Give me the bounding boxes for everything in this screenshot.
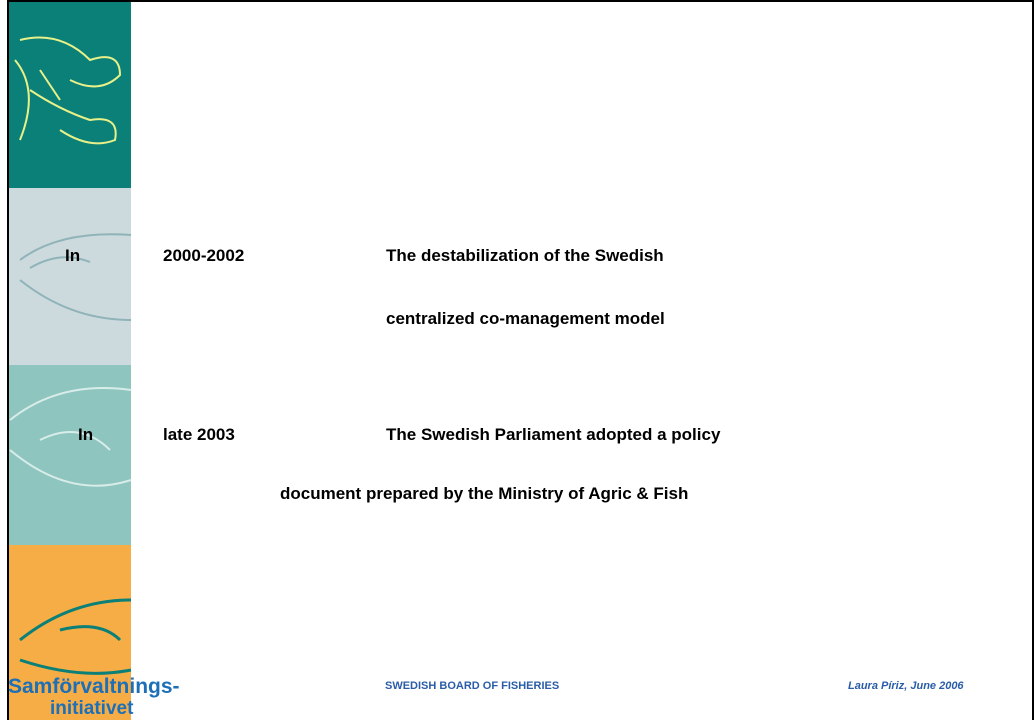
entry-period: 2000-2002 [163, 246, 245, 265]
footer-organization: SWEDISH BOARD OF FISHERIES [385, 680, 560, 692]
entry-line: The destabilization of the Swedish [386, 246, 664, 265]
footer-author: Laura Píriz, June 2006 [848, 680, 964, 692]
entry-line: centralized co-management model [386, 309, 665, 328]
panel-light-teal [8, 365, 131, 545]
fish-drawing-2 [9, 387, 132, 487]
entry-period: late 2003 [163, 425, 235, 444]
logo-line2: initiativet [50, 698, 134, 719]
lobster-drawing [14, 36, 122, 145]
entry-line: document prepared by the Ministry of Agr… [280, 484, 689, 503]
entry-prefix: In [65, 246, 81, 265]
entry-line: The Swedish Parliament adopted a policy [386, 425, 721, 444]
entry-prefix: In [78, 425, 94, 444]
logo-line1: Samförvaltnings- [8, 675, 180, 698]
panel-grey [8, 188, 131, 365]
fish-drawing-1 [19, 233, 132, 321]
fish-drawing-3 [19, 598, 132, 675]
panel-teal [8, 0, 131, 188]
